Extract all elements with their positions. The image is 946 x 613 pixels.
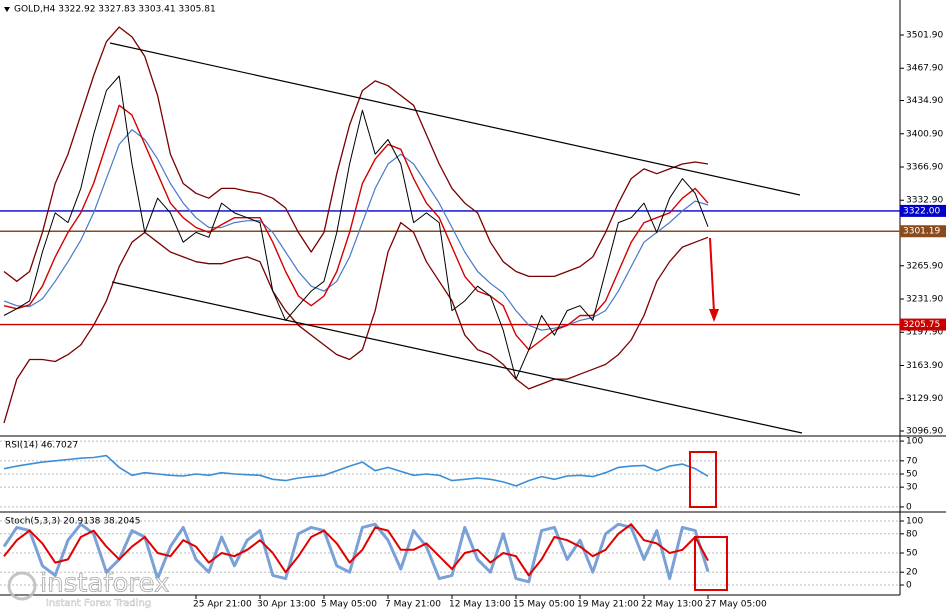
annotations	[109, 42, 803, 591]
y-tick-label: 3197.90	[906, 328, 943, 338]
y-tick-label: 3231.90	[906, 294, 943, 304]
y-tick-label: 50	[906, 549, 918, 559]
x-tick-label: 19 May 21:00	[577, 600, 639, 610]
logo-brand: instaforex	[40, 569, 169, 599]
panel-title: RSI(14) 46.7027	[5, 441, 78, 451]
y-tick-label: 0	[906, 581, 912, 591]
series-line	[2, 522, 710, 584]
y-tick-label: 3265.90	[906, 261, 943, 271]
y-tick-label: 3400.90	[906, 129, 943, 139]
y-tick-label: 70	[906, 456, 918, 466]
plot-layer: 3501.90 3467.90 3434.90 3400.90 3366.90 3332.…	[0, 5, 946, 610]
y-tick-label: 3366.90	[906, 162, 943, 172]
x-tick-label: 12 May 13:00	[449, 600, 511, 610]
x-tick-label: 30 Apr 13:00	[257, 600, 316, 610]
y-tick-label: 3467.90	[906, 64, 943, 74]
y-tick-label: 30	[906, 483, 918, 493]
level-tag	[900, 225, 946, 238]
highlight-box	[694, 536, 728, 591]
y-tick-label: 3163.90	[906, 361, 943, 371]
level-label: 3205.75	[903, 320, 940, 330]
arrow-head	[709, 309, 719, 322]
frame	[0, 0, 946, 596]
panel-title: Stoch(5,3,3) 20.9138 38.2045	[5, 517, 140, 527]
y-tick-label: 80	[906, 529, 918, 539]
series-line	[3, 104, 709, 351]
y-tick-label: 100	[906, 517, 923, 527]
y-tick-label: 0	[906, 502, 912, 512]
series-line	[3, 75, 709, 380]
x-tick-label: 27 May 05:00	[705, 600, 767, 610]
arrow-shaft	[709, 237, 715, 313]
level-tag	[900, 204, 946, 217]
watermark: instaforex Instant Forex Trading	[7, 568, 170, 609]
logo-icon	[7, 571, 37, 601]
level-label: 3301.19	[903, 227, 940, 237]
x-tick-label: 25 Apr 21:00	[193, 600, 252, 610]
level-label: 3322.00	[903, 206, 940, 216]
panel-title: GOLD,H4 3322.92 3327.83 3303.41 3305.81	[14, 5, 216, 15]
x-tick-label: 15 May 05:00	[513, 600, 575, 610]
y-tick-label: 50	[906, 470, 918, 480]
menu-triangle	[4, 7, 10, 12]
series-line	[3, 523, 709, 577]
y-tick-label: 100	[906, 437, 923, 447]
y-tick-label: 3501.90	[906, 31, 943, 41]
channel-upper	[109, 42, 801, 196]
x-tick-label: 7 May 21:00	[385, 600, 441, 610]
y-tick-label: 3332.90	[906, 196, 943, 206]
series-line	[3, 26, 709, 282]
series-line	[3, 454, 709, 487]
y-tick-label: 3129.90	[906, 394, 943, 404]
channel-lower	[111, 281, 803, 434]
level-tag	[900, 318, 946, 331]
y-tick-label: 3096.90	[906, 426, 943, 436]
logo-tagline: Instant Forex Trading	[46, 598, 151, 609]
y-tick-label: 3434.90	[906, 96, 943, 106]
series-line	[3, 221, 709, 424]
x-tick-label: 22 May 13:00	[641, 600, 703, 610]
x-tick-label: 5 May 05:00	[321, 600, 377, 610]
highlight-box	[689, 451, 717, 508]
y-tick-label: 20	[906, 568, 918, 578]
